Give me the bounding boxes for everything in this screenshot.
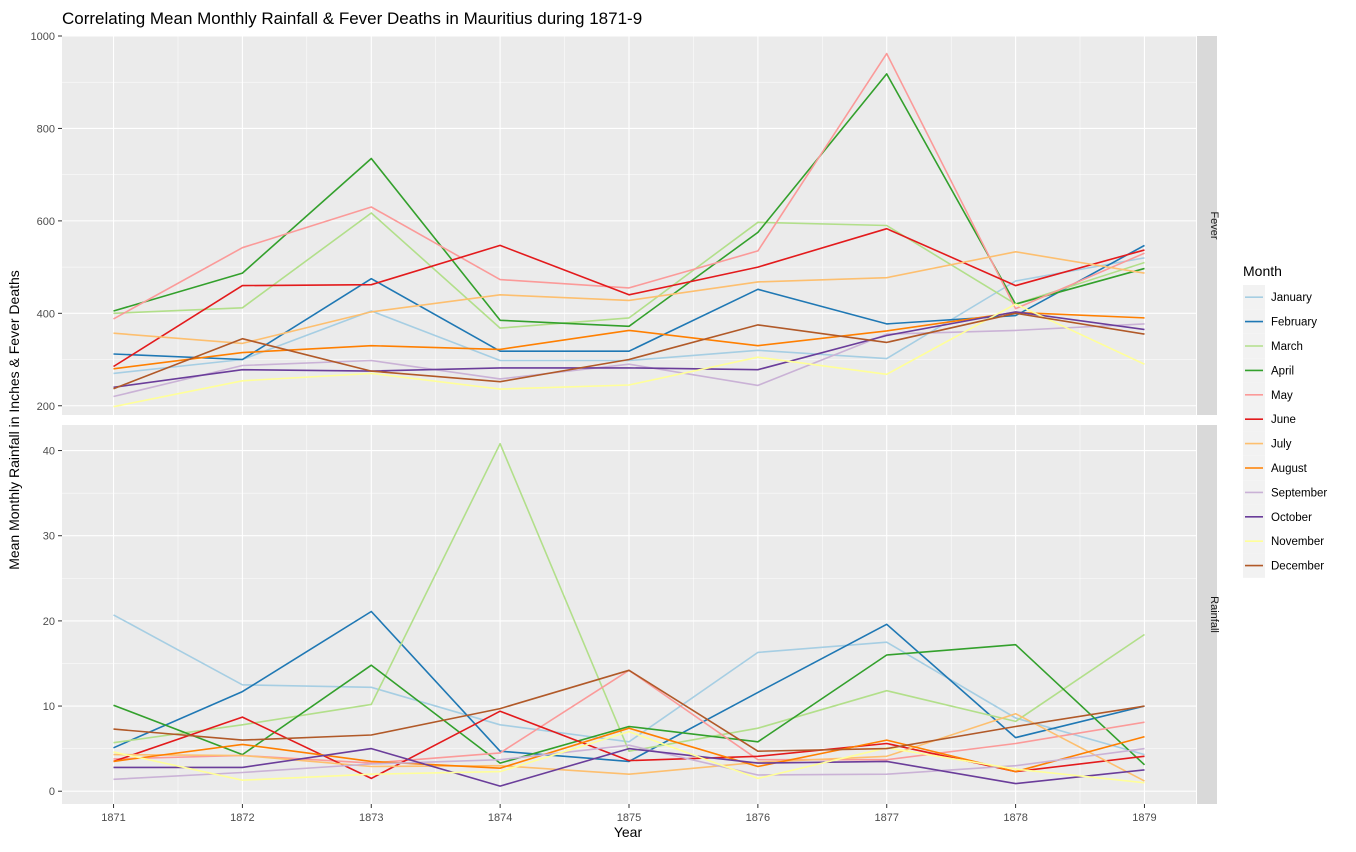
series-line-february: [113, 610, 1145, 763]
series-line-october: [113, 747, 1145, 787]
y-tick-label: 400: [37, 308, 55, 320]
x-tick-label: 1871: [101, 812, 125, 824]
y-tick-label: 30: [43, 531, 55, 543]
series-line-june: [113, 227, 1145, 368]
y-tick-label: 1000: [31, 31, 55, 43]
x-tick-label: 1874: [488, 812, 512, 824]
x-tick-label: 1879: [1132, 812, 1156, 824]
legend-label: October: [1271, 512, 1312, 524]
x-axis-title: Year: [614, 824, 643, 840]
legend-label: March: [1271, 341, 1303, 353]
y-tick-label: 800: [37, 123, 55, 135]
series-line-november: [113, 303, 1145, 408]
series-line-august: [113, 727, 1145, 773]
panel-fever: 200 400 600 800 1000 Fever: [31, 31, 1220, 415]
legend-item-april: April: [1243, 358, 1294, 383]
series-line-september: [113, 323, 1145, 398]
legend-items: January February March April May June July Augu…: [1243, 285, 1327, 578]
legend-item-march: March: [1243, 333, 1303, 359]
x-tick-label: 1878: [1003, 812, 1027, 824]
series-line-july: [113, 251, 1145, 345]
legend-item-june: June: [1243, 407, 1296, 432]
legend-label: November: [1271, 536, 1324, 548]
legend-item-may: May: [1243, 382, 1293, 407]
legend-label: September: [1271, 487, 1327, 499]
series-line-march: [113, 442, 1145, 753]
facet-strip-label: Fever: [1208, 211, 1220, 239]
series-line-january: [113, 614, 1145, 756]
y-tick-label: 10: [43, 701, 55, 713]
legend-label: February: [1271, 317, 1317, 329]
legend-label: April: [1271, 365, 1294, 377]
series-line-december: [113, 669, 1145, 753]
y-axis-title: Mean Monthly Rainfall in Inches & Fever …: [6, 270, 22, 570]
series-line-december: [113, 312, 1145, 390]
panels: 200 400 600 800 1000 Fever 0 10 20 30 40 Rainfall 18…: [31, 31, 1220, 824]
series-line-july: [113, 712, 1145, 782]
facet-strip-label: Rainfall: [1208, 596, 1220, 633]
legend-label: May: [1271, 390, 1293, 402]
legend-label: July: [1271, 439, 1292, 451]
legend-label: January: [1271, 292, 1312, 304]
facet-strip: [1197, 425, 1217, 804]
series-line-january: [113, 257, 1145, 375]
legend-label: June: [1271, 414, 1296, 426]
legend: Month January February March April May June Ju…: [1243, 263, 1327, 578]
legend-label: December: [1271, 561, 1324, 573]
legend-label: August: [1271, 463, 1308, 475]
series-line-september: [113, 744, 1145, 781]
legend-title: Month: [1243, 263, 1282, 279]
chart-title: Correlating Mean Monthly Rainfall & Feve…: [62, 9, 642, 28]
x-tick-label: 1877: [874, 812, 898, 824]
panel-rainfall: 0 10 20 30 40 Rainfall: [43, 425, 1220, 804]
series-line-may: [113, 52, 1145, 320]
y-tick-label: 600: [37, 216, 55, 228]
legend-item-july: July: [1243, 431, 1292, 456]
x-tick-label: 1873: [359, 812, 383, 824]
series-line-october: [113, 311, 1145, 389]
series-lines: [113, 442, 1146, 787]
legend-item-october: October: [1243, 504, 1312, 529]
legend-item-december: December: [1243, 553, 1324, 578]
x-tick-label: 1875: [617, 812, 641, 824]
legend-item-january: January: [1243, 285, 1312, 310]
x-tick-label: 1876: [746, 812, 770, 824]
legend-item-september: September: [1243, 480, 1327, 505]
series-lines: [113, 52, 1145, 408]
series-line-april: [113, 643, 1146, 766]
facet-strip: [1197, 36, 1217, 415]
legend-item-november: November: [1243, 529, 1324, 554]
series-line-march: [113, 212, 1145, 329]
y-tick-label: 200: [37, 401, 55, 413]
legend-item-august: August: [1243, 455, 1308, 481]
y-tick-label: 40: [43, 446, 55, 458]
y-tick-label: 0: [49, 786, 55, 798]
series-line-november: [113, 730, 1145, 784]
x-tick-label: 1872: [230, 812, 254, 824]
y-tick-label: 20: [43, 616, 55, 628]
legend-item-february: February: [1243, 309, 1317, 334]
